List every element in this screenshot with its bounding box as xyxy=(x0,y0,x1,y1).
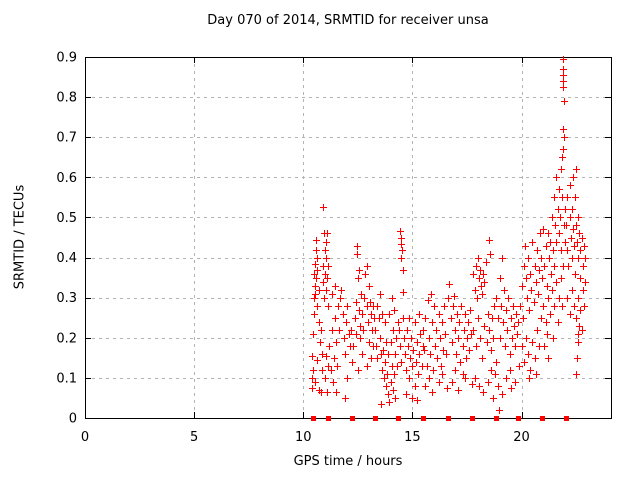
plot-border xyxy=(85,57,612,419)
y-tick-label: 0.9 xyxy=(56,51,77,66)
y-tick-label: 0.8 xyxy=(56,91,77,106)
y-tick-label: 0.5 xyxy=(56,211,77,226)
x-tick-label: 5 xyxy=(190,430,198,445)
y-tick-label: 0.1 xyxy=(56,371,77,386)
x-tick-label: 0 xyxy=(81,430,89,445)
x-tick-label: 15 xyxy=(404,430,421,445)
y-tick-label: 0.4 xyxy=(56,251,77,266)
y-tick-label: 0.3 xyxy=(56,291,77,306)
x-tick-label: 20 xyxy=(513,430,530,445)
tick-marks xyxy=(85,57,611,419)
y-tick-label: 0.6 xyxy=(56,171,77,186)
y-tick-label: 0.7 xyxy=(56,131,77,146)
square-series-arc-start-markers xyxy=(311,416,569,421)
x-axis-label: GPS time / hours xyxy=(293,454,403,469)
y-tick-label: 0 xyxy=(69,412,77,427)
x-tick-label: 10 xyxy=(295,430,312,445)
y-tick-label: 0.2 xyxy=(56,331,77,346)
chart-title: Day 070 of 2014, SRMTID for receiver uns… xyxy=(207,13,489,28)
scatter-series-srmtid xyxy=(309,56,589,414)
